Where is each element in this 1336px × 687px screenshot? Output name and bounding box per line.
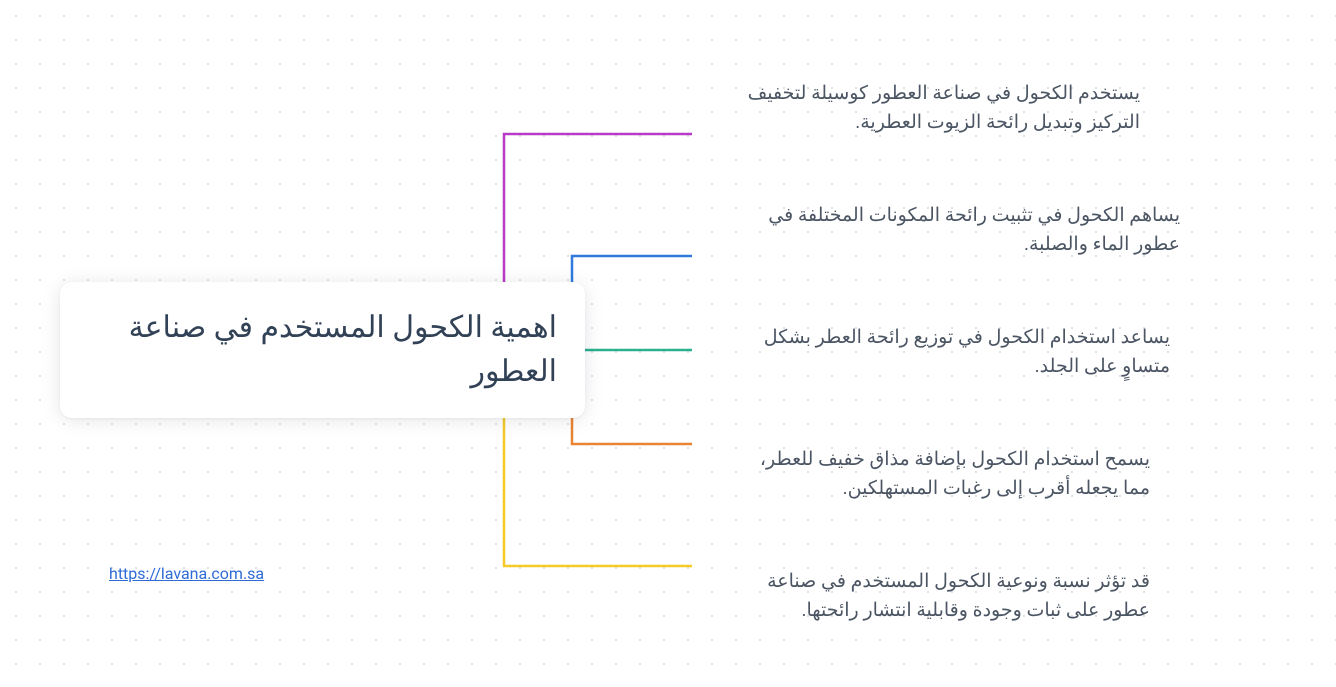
connector-1 <box>572 256 692 350</box>
branch-node-4[interactable]: قد تؤثر نسبة ونوعية الكحول المستخدم في ص… <box>700 566 1150 625</box>
branch-node-3[interactable]: يسمح استخدام الكحول بإضافة مذاق خفيف للع… <box>700 444 1150 503</box>
central-title: اهمية الكحول المستخدم في صناعة العطور <box>88 306 557 393</box>
connector-3 <box>572 350 692 444</box>
mindmap-canvas[interactable]: اهمية الكحول المستخدم في صناعة العطور يس… <box>0 0 1336 687</box>
central-node[interactable]: اهمية الكحول المستخدم في صناعة العطور <box>60 282 585 418</box>
branch-node-1[interactable]: يساهم الكحول في تثبيت رائحة المكونات الم… <box>700 200 1180 259</box>
source-link[interactable]: https://lavana.com.sa <box>109 564 264 583</box>
branch-node-2[interactable]: يساعد استخدام الكحول في توزيع رائحة العط… <box>700 322 1170 381</box>
branch-node-0[interactable]: يستخدم الكحول في صناعة العطور كوسيلة لتخ… <box>700 78 1140 137</box>
